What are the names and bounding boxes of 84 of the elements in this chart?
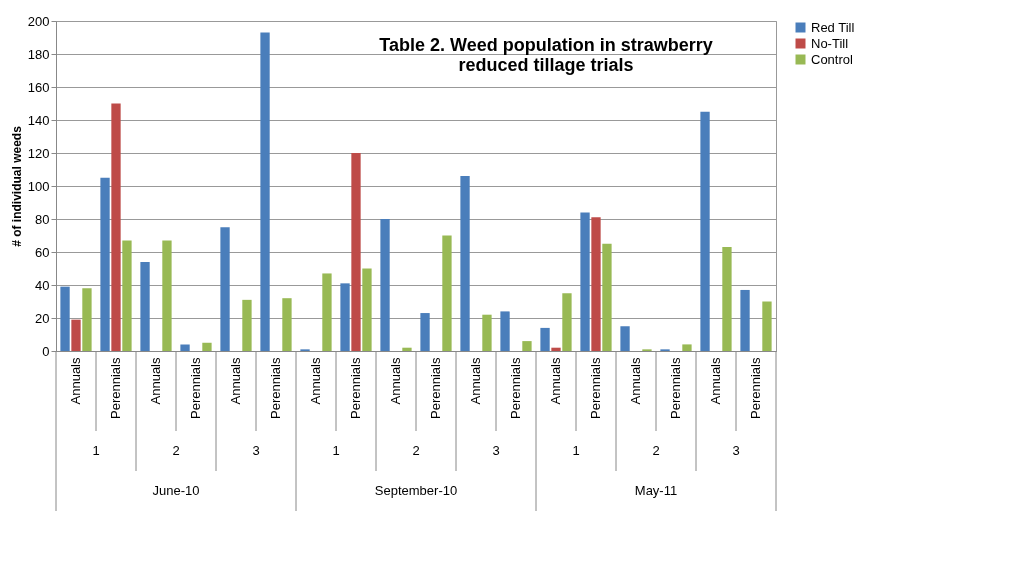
- x-tick-label: Annuals: [468, 357, 483, 405]
- x-tick-label: Annuals: [548, 357, 563, 405]
- y-tick-label: 0: [42, 343, 50, 359]
- text: 2: [412, 443, 420, 458]
- y-tick-label: 100: [27, 178, 50, 194]
- bar: [71, 319, 81, 351]
- text: 2: [172, 443, 180, 458]
- x-tick-label: Perennials: [188, 357, 203, 419]
- bar: [500, 311, 510, 351]
- bar: [242, 299, 252, 351]
- x-tick-label: Perennials: [508, 357, 523, 419]
- text: 1: [92, 443, 100, 458]
- bar: [442, 235, 452, 351]
- x-tick-label: Perennials: [108, 357, 123, 419]
- bar: [482, 314, 492, 351]
- legend-label: Control: [811, 51, 854, 67]
- text: 3: [252, 443, 260, 458]
- bar: [140, 261, 150, 351]
- bar: [540, 327, 550, 351]
- bar: [682, 344, 692, 351]
- bar: [362, 268, 372, 351]
- bar: [100, 177, 110, 351]
- bar: [562, 293, 572, 351]
- bar: [591, 217, 601, 351]
- y-tick-label: 140: [27, 112, 50, 128]
- x-tick-label: Perennials: [268, 357, 283, 419]
- text: 3: [732, 443, 740, 458]
- bar: [162, 240, 172, 351]
- bar: [380, 219, 390, 351]
- bar: [282, 298, 292, 351]
- bar: [722, 247, 732, 351]
- bar: [460, 176, 470, 351]
- x-tick-label: Annuals: [228, 357, 243, 405]
- text: May-11: [634, 483, 678, 498]
- bar: [82, 288, 92, 351]
- bar: [60, 286, 70, 351]
- bar: [202, 342, 212, 351]
- bar: [260, 32, 270, 351]
- x-tick-label: Perennials: [348, 357, 363, 419]
- x-tick-label: Perennials: [428, 357, 443, 419]
- x-tick-label: Perennials: [748, 357, 763, 419]
- x-tick-label: Annuals: [628, 357, 643, 405]
- y-tick-label: 180: [27, 46, 50, 62]
- bar: [580, 212, 590, 351]
- text: 1: [572, 443, 580, 458]
- bar: [322, 273, 332, 351]
- x-tick-label: Annuals: [148, 357, 163, 405]
- x-tick-label: Perennials: [588, 357, 603, 419]
- bar: [700, 111, 710, 351]
- text: 2: [652, 443, 660, 458]
- x-tick-label: Annuals: [388, 357, 403, 405]
- text: June-10: [152, 483, 200, 498]
- bar: [111, 103, 121, 351]
- x-tick-label: Annuals: [68, 357, 83, 405]
- x-tick-label: Perennials: [668, 357, 683, 419]
- legend-label: Red Till: [811, 19, 855, 35]
- text: 3: [492, 443, 500, 458]
- bar: [551, 347, 561, 351]
- y-axis-title: # of individual weeds: [9, 125, 24, 247]
- bar: [122, 240, 132, 351]
- y-tick-label: 40: [35, 277, 50, 293]
- text: September-10: [374, 483, 458, 498]
- bar: [620, 326, 630, 351]
- bar: [762, 301, 772, 351]
- text: 1: [332, 443, 340, 458]
- bar: [220, 227, 230, 351]
- text: Table 2. Weed population in strawberry reduced tillage trials: [379, 35, 713, 75]
- y-tick-label: 160: [27, 79, 50, 95]
- y-tick-label: 120: [27, 145, 50, 161]
- bar: [420, 313, 430, 351]
- legend-label: No-Till: [811, 35, 849, 51]
- y-tick-label: 200: [27, 13, 50, 29]
- bar: [180, 344, 190, 351]
- bar: [602, 243, 612, 351]
- y-tick-label: 60: [35, 244, 50, 260]
- y-tick-label: 20: [35, 310, 50, 326]
- bar: [522, 341, 532, 351]
- bar: [340, 283, 350, 351]
- bar: [740, 289, 750, 351]
- bar: [351, 153, 361, 351]
- x-tick-label: Annuals: [708, 357, 723, 405]
- bar: [402, 347, 412, 351]
- y-tick-label: 80: [35, 211, 50, 227]
- x-tick-label: Annuals: [308, 357, 323, 405]
